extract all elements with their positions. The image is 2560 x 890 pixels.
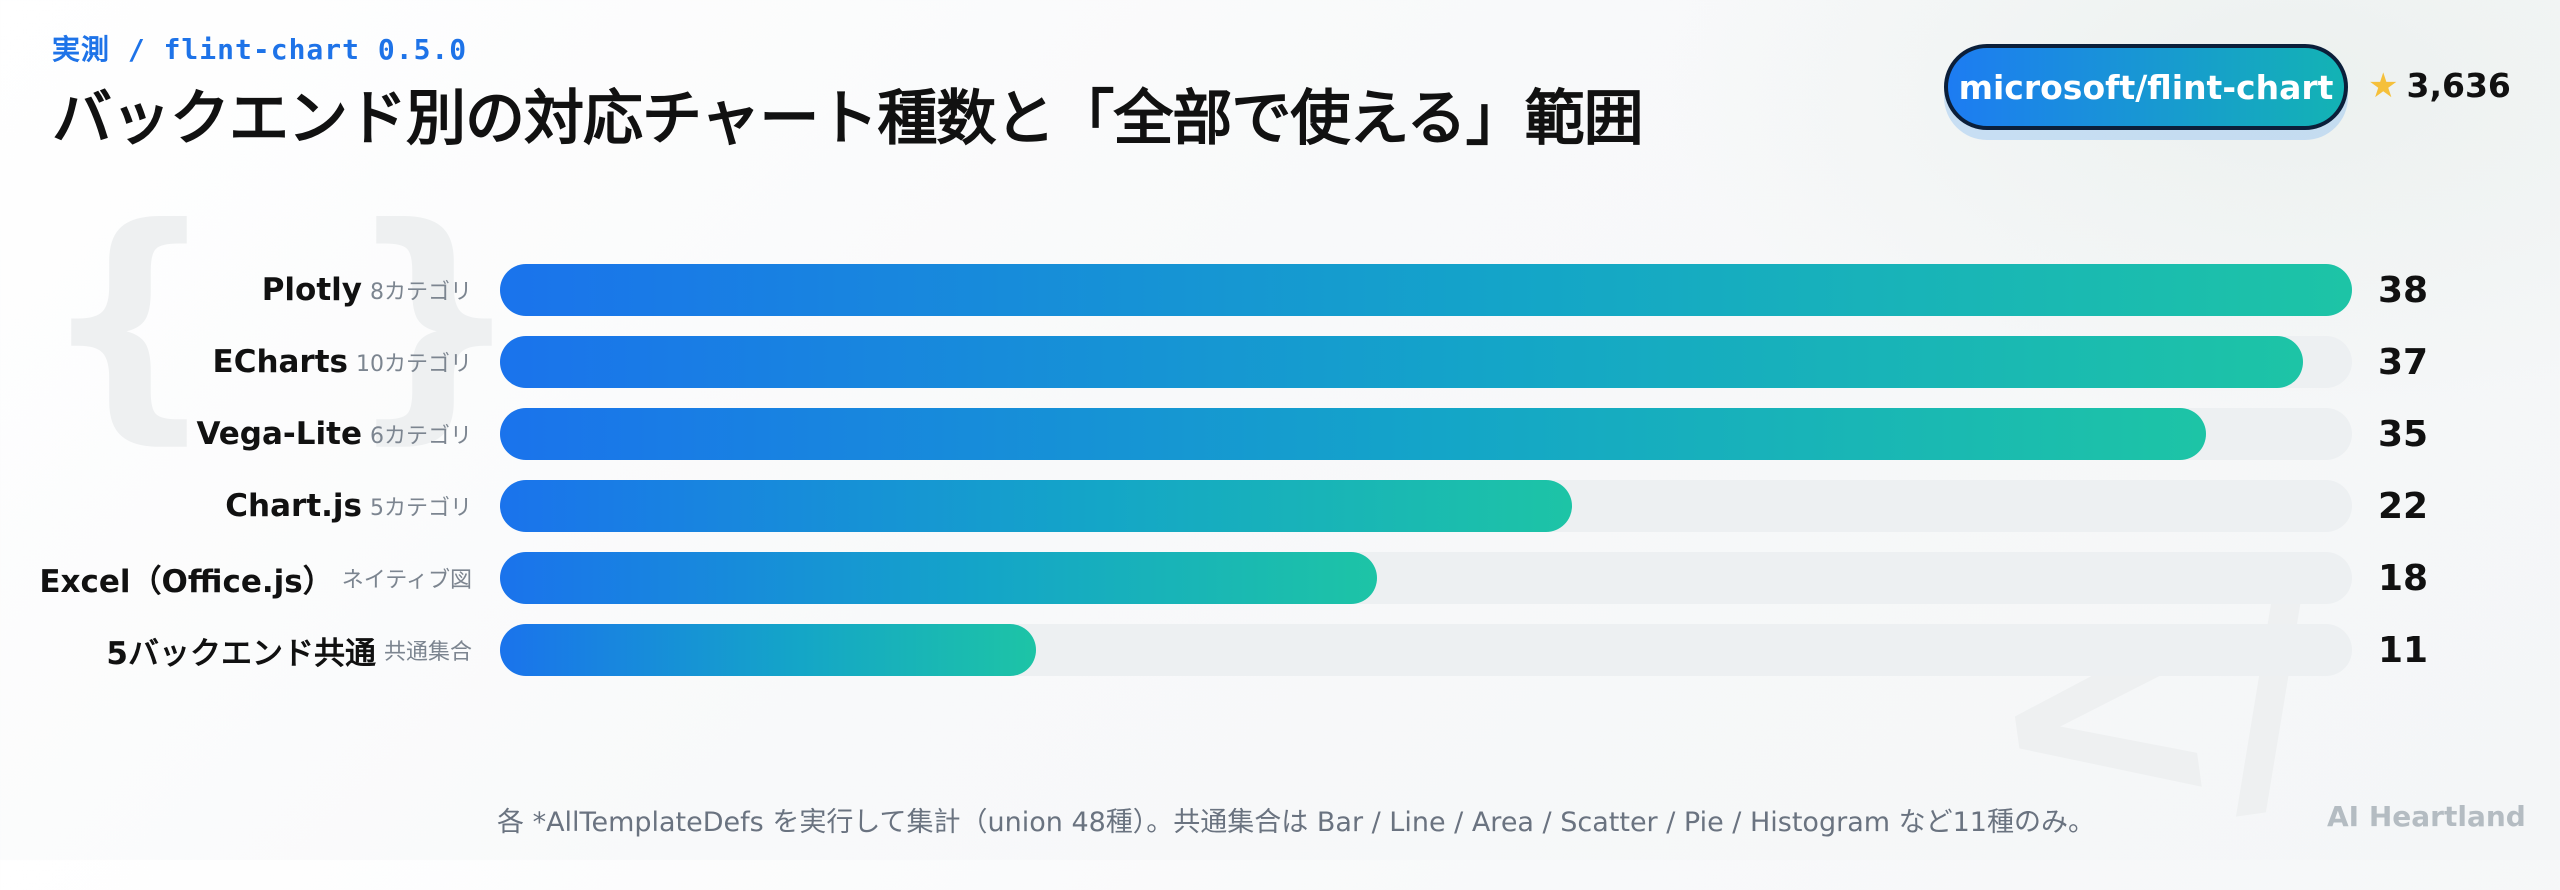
bar-row: 5バックエンド共通 共通集合 11 (0, 624, 2560, 676)
bar (500, 480, 1572, 532)
page-title: バックエンド別の対応チャート種数と「全部で使える」範囲 (52, 84, 1644, 154)
bar-track (500, 408, 2352, 460)
eyebrow-label: 実測 / flint-chart 0.5.0 (52, 33, 468, 66)
bar (500, 552, 1377, 604)
category-name: ECharts (212, 344, 348, 380)
category-label: Vega-Lite 6カテゴリ (196, 408, 472, 460)
bar-track (500, 624, 2352, 676)
category-name: Excel（Office.js） (39, 563, 334, 600)
category-name: Plotly (261, 272, 362, 308)
category-sublabel: 10カテゴリ (356, 352, 472, 377)
category-name: 5バックエンド共通 (106, 635, 376, 672)
bar-row: Plotly 8カテゴリ 38 (0, 264, 2560, 316)
category-label: Chart.js 5カテゴリ (225, 480, 472, 532)
bar-value-label: 37 (2378, 341, 2429, 383)
category-sublabel: 5カテゴリ (370, 496, 472, 521)
category-sublabel: 共通集合 (383, 640, 472, 665)
bar-value-label: 11 (2378, 629, 2429, 671)
bar-value-label: 38 (2378, 269, 2429, 311)
category-sublabel: 6カテゴリ (370, 424, 472, 449)
star-count-badge: ★ 3,636 (2368, 66, 2511, 105)
category-sublabel: ネイティブ図 (341, 568, 472, 593)
star-icon: ★ (2368, 65, 2399, 106)
bar-track (500, 552, 2352, 604)
bar-value-label: 22 (2378, 485, 2429, 527)
bar-track (500, 264, 2352, 316)
bar-value-label: 35 (2378, 413, 2429, 455)
category-label: Plotly 8カテゴリ (262, 264, 472, 316)
bar (500, 264, 2352, 316)
category-label: ECharts 10カテゴリ (213, 336, 472, 388)
bar-chart: Plotly 8カテゴリ 38 ECharts 10カテゴリ 37 Vega-Lite 6カテ… (0, 264, 2560, 676)
bar-track (500, 336, 2352, 388)
bar-row: Vega-Lite 6カテゴリ 35 (0, 408, 2560, 460)
bar-row: Excel（Office.js） ネイティブ図 18 (0, 552, 2560, 604)
bar-row: ECharts 10カテゴリ 37 (0, 336, 2560, 388)
bar (500, 336, 2303, 388)
bar-track (500, 480, 2352, 532)
category-name: Vega-Lite (196, 416, 362, 452)
repo-link-button[interactable]: microsoft/flint-chart (1944, 44, 2348, 130)
category-label: 5バックエンド共通 共通集合 (106, 624, 472, 676)
category-label: Excel（Office.js） ネイティブ図 (39, 552, 472, 604)
footnote: 各 *AllTemplateDefs を実行して集計（union 48種）。共通… (497, 807, 2095, 838)
bar-row: Chart.js 5カテゴリ 22 (0, 480, 2560, 532)
bar (500, 408, 2206, 460)
brand-logo: AI Heartland (2327, 800, 2526, 833)
category-name: Chart.js (225, 488, 362, 524)
category-sublabel: 8カテゴリ (370, 280, 472, 305)
bar (500, 624, 1036, 676)
bar-value-label: 18 (2378, 557, 2429, 599)
star-count: 3,636 (2406, 66, 2511, 105)
